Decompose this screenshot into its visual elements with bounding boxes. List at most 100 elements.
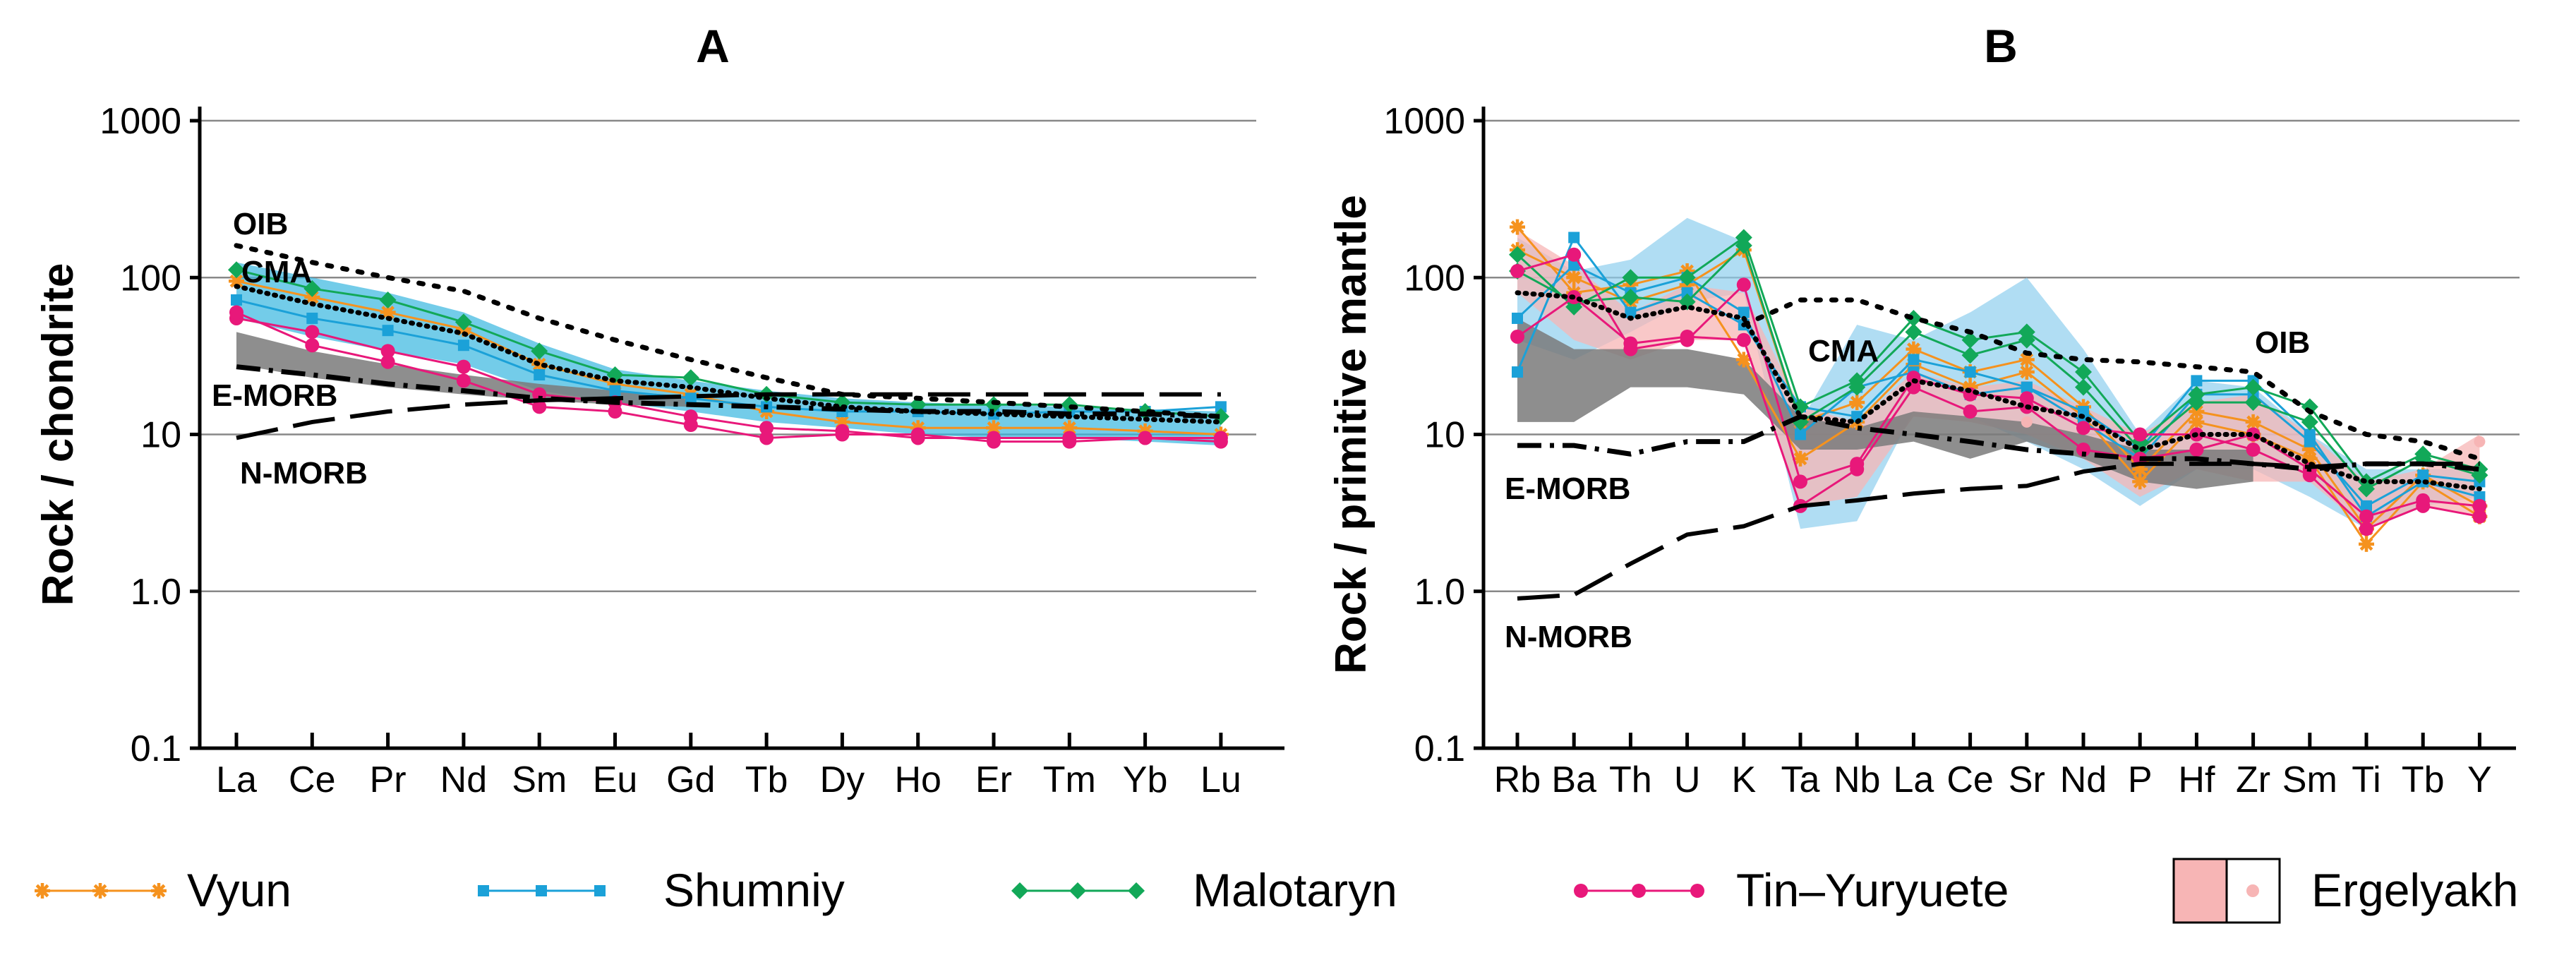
data-point	[987, 434, 1001, 449]
series-line	[236, 311, 1221, 443]
data-point	[986, 420, 1001, 436]
x-tick-label: Th	[1609, 759, 1652, 800]
y-tick-label: 0.1	[131, 728, 181, 769]
x-tick-label: K	[1731, 759, 1756, 800]
data-point	[2076, 421, 2090, 436]
x-tick-label: Dy	[820, 759, 865, 800]
x-tick-label: P	[2128, 759, 2153, 800]
chart-title: B	[1984, 20, 2018, 72]
data-point	[303, 280, 321, 297]
data-point	[2133, 427, 2148, 442]
reference-line-n-morb	[236, 392, 1221, 440]
data-point	[306, 312, 318, 324]
x-tick-label: Er	[975, 759, 1012, 800]
y-tick-label: 100	[1404, 258, 1465, 299]
data-point	[531, 342, 548, 360]
legend-item-malotaryn: Malotaryn	[1011, 864, 1397, 916]
data-point	[2245, 414, 2261, 430]
ergelyakh-point-marker	[2246, 884, 2259, 897]
data-point	[2244, 394, 2262, 412]
data-point	[1213, 434, 1228, 449]
data-point	[1062, 434, 1077, 449]
series-line	[1516, 263, 2480, 507]
legend-marker	[1128, 882, 1145, 899]
data-point	[380, 304, 396, 320]
data-point	[304, 289, 320, 306]
y-tick-label: 1000	[1383, 101, 1465, 142]
data-point	[1961, 347, 1979, 364]
x-tick-label: Ti	[2352, 759, 2381, 800]
x-tick-label: Ce	[1946, 759, 1993, 800]
data-point	[1681, 287, 1693, 299]
data-point	[229, 273, 244, 289]
x-tick-label: Ho	[894, 759, 941, 800]
legend-marker	[92, 883, 108, 899]
data-point	[1680, 329, 1695, 344]
data-point	[1905, 323, 1922, 341]
x-tick-label: Ba	[1551, 759, 1596, 800]
data-point	[231, 294, 242, 306]
series-line	[236, 317, 1221, 439]
reference-line-n-morb	[1517, 462, 2480, 601]
chart-title: A	[696, 20, 730, 72]
data-point	[1793, 474, 1807, 489]
data-point	[456, 373, 471, 388]
x-tick-label: Lu	[1200, 759, 1241, 800]
legend-marker	[1574, 884, 1588, 898]
data-point	[1623, 336, 1638, 351]
y-tick-label: 0.1	[1414, 728, 1465, 769]
ergelyakh-field-swatch	[2174, 859, 2227, 923]
series-line	[1517, 244, 2480, 491]
field-area-1	[236, 332, 691, 407]
x-tick-label: Y	[2467, 759, 2492, 800]
data-point	[683, 418, 698, 433]
data-point	[2417, 469, 2429, 481]
data-point	[1848, 378, 1866, 396]
x-tick-label: Tb	[2402, 759, 2445, 800]
legend-marker	[594, 885, 606, 896]
data-point	[1735, 352, 1752, 368]
data-point	[2301, 413, 2318, 431]
data-point	[1961, 331, 1979, 349]
legend-label: Vyun	[187, 864, 291, 916]
data-point	[456, 359, 471, 374]
data-point	[2018, 364, 2035, 380]
data-point	[2472, 509, 2487, 524]
data-point	[682, 369, 699, 387]
data-point	[1793, 450, 1808, 467]
data-point	[1736, 277, 1751, 292]
y-tick-label: 10	[140, 415, 181, 456]
legend-item-shumniy: Shumniy	[478, 864, 845, 916]
data-point	[2361, 500, 2372, 512]
x-tick-label: Yb	[1123, 759, 1168, 800]
data-point	[834, 414, 850, 430]
data-point	[1510, 219, 1525, 235]
data-point	[2075, 364, 2092, 381]
annotation-label: N-MORB	[1505, 620, 1632, 654]
y-tick-label: 1.0	[131, 572, 181, 613]
data-point	[1963, 404, 1978, 419]
data-point	[1566, 270, 1582, 286]
field-area-0	[236, 262, 1221, 446]
x-tick-label: Nb	[1834, 759, 1880, 800]
data-point	[1850, 462, 1865, 476]
x-tick-label: Ce	[289, 759, 335, 800]
reference-line-cma	[234, 284, 1224, 425]
data-point	[2189, 414, 2205, 430]
data-point	[1512, 366, 1523, 378]
data-point	[228, 261, 245, 279]
data-point	[2188, 394, 2205, 412]
x-tick-label: La	[216, 759, 257, 800]
data-point	[2189, 404, 2205, 420]
series-line	[1516, 236, 2480, 483]
legend-label: Tin–Yuryuete	[1736, 864, 2009, 916]
legend-label: Ergelyakh	[2311, 864, 2519, 916]
legend-marker	[151, 883, 167, 899]
data-point	[1510, 264, 1524, 279]
legend-marker	[1011, 882, 1028, 899]
panel-a: A Rock / chondrite 0.1 1.0 10 100 1000 OIB CMA E-…	[34, 20, 1284, 800]
data-point	[532, 387, 547, 402]
data-point	[2472, 498, 2487, 513]
data-point	[1510, 329, 1524, 344]
